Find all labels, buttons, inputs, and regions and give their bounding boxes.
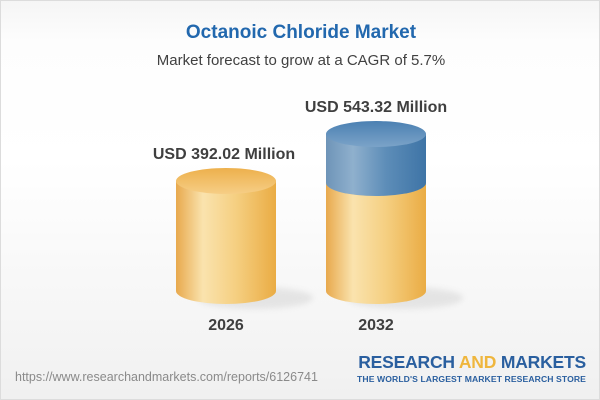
bar-value-label-2026: USD 392.02 Million <box>152 146 296 163</box>
logo-word-and: AND <box>458 352 497 372</box>
logo-tagline: THE WORLD'S LARGEST MARKET RESEARCH STOR… <box>357 373 586 384</box>
logo-word-markets: MARKETS <box>500 352 586 372</box>
page-subtitle: Market forecast to grow at a CAGR of 5.7… <box>156 52 446 69</box>
bar-2032-cylinder <box>326 121 426 304</box>
bar-2032-growth-segment <box>326 121 426 196</box>
logo-word-research: RESEARCH <box>358 352 455 372</box>
bar-value-label-2032: USD 543.32 Million <box>304 99 448 116</box>
x-axis-label-2026: 2026 <box>208 317 244 334</box>
research-and-markets-logo: RESEARCH AND MARKETS THE WORLD'S LARGEST… <box>357 352 586 384</box>
logo-wordmark: RESEARCH AND MARKETS <box>357 352 586 372</box>
x-axis-label-2032: 2032 <box>358 317 394 334</box>
report-url: https://www.researchandmarkets.com/repor… <box>15 370 318 384</box>
bar-2026-cylinder <box>176 168 276 304</box>
page-title: Octanoic Chloride Market <box>185 22 417 43</box>
